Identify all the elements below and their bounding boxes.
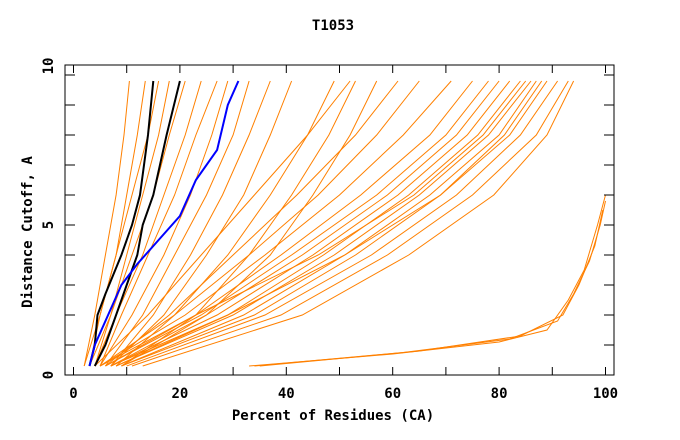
model-curve	[94, 80, 170, 367]
plot-frame	[64, 64, 615, 376]
x-tick-label: 0	[69, 386, 77, 402]
model-curve	[89, 80, 146, 367]
plot-area	[83, 80, 606, 367]
y-tick-label: 10	[41, 58, 57, 75]
model-curve	[126, 80, 559, 367]
model-curve	[99, 80, 229, 367]
x-tick-label: 20	[171, 386, 188, 402]
blue-highlight-curve	[88, 80, 240, 367]
model-curve	[121, 80, 378, 367]
model-curve	[83, 80, 130, 367]
x-tick-label: 60	[384, 386, 401, 402]
y-axis-label: Distance Cutoff, A	[20, 156, 36, 308]
model-curve	[110, 80, 511, 367]
model-curve	[121, 80, 548, 367]
model-curve	[115, 80, 521, 367]
model-curve	[110, 80, 293, 367]
y-tick-label: 0	[41, 371, 57, 379]
model-curve	[121, 80, 537, 367]
model-curve	[131, 80, 569, 367]
model-curve	[99, 80, 420, 367]
model-curve	[110, 80, 271, 367]
model-curve	[99, 80, 452, 367]
y-tick-label: 5	[41, 221, 57, 229]
x-tick-label: 80	[491, 386, 508, 402]
model-curve	[259, 209, 604, 367]
model-curve	[110, 80, 543, 367]
tick-labels: 0 20 40 60 80 100 0 5 10	[41, 58, 618, 402]
model-curve	[105, 80, 489, 367]
black-highlight-curve	[88, 80, 155, 367]
model-curve	[104, 80, 250, 367]
x-tick-label: 100	[593, 386, 618, 402]
model-curve	[105, 80, 399, 367]
black-highlight-curve	[93, 80, 181, 367]
model-curve	[110, 80, 500, 367]
model-curve	[115, 80, 532, 367]
model-curve	[94, 80, 351, 367]
model-curve	[99, 80, 218, 367]
model-curve	[142, 80, 575, 367]
chart-title: T1053	[312, 18, 354, 34]
x-axis-label: Percent of Residues (CA)	[232, 408, 434, 424]
x-tick-label: 40	[278, 386, 295, 402]
axis-ticks	[65, 65, 614, 376]
model-curve	[99, 80, 527, 367]
model-curve	[121, 80, 356, 367]
model-curve	[115, 80, 335, 367]
